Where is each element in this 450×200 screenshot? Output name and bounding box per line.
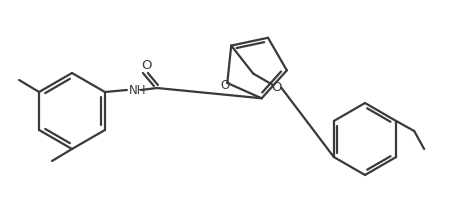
Text: O: O: [271, 81, 281, 94]
Text: O: O: [220, 79, 230, 92]
Text: NH: NH: [129, 84, 146, 97]
Text: O: O: [142, 59, 152, 72]
